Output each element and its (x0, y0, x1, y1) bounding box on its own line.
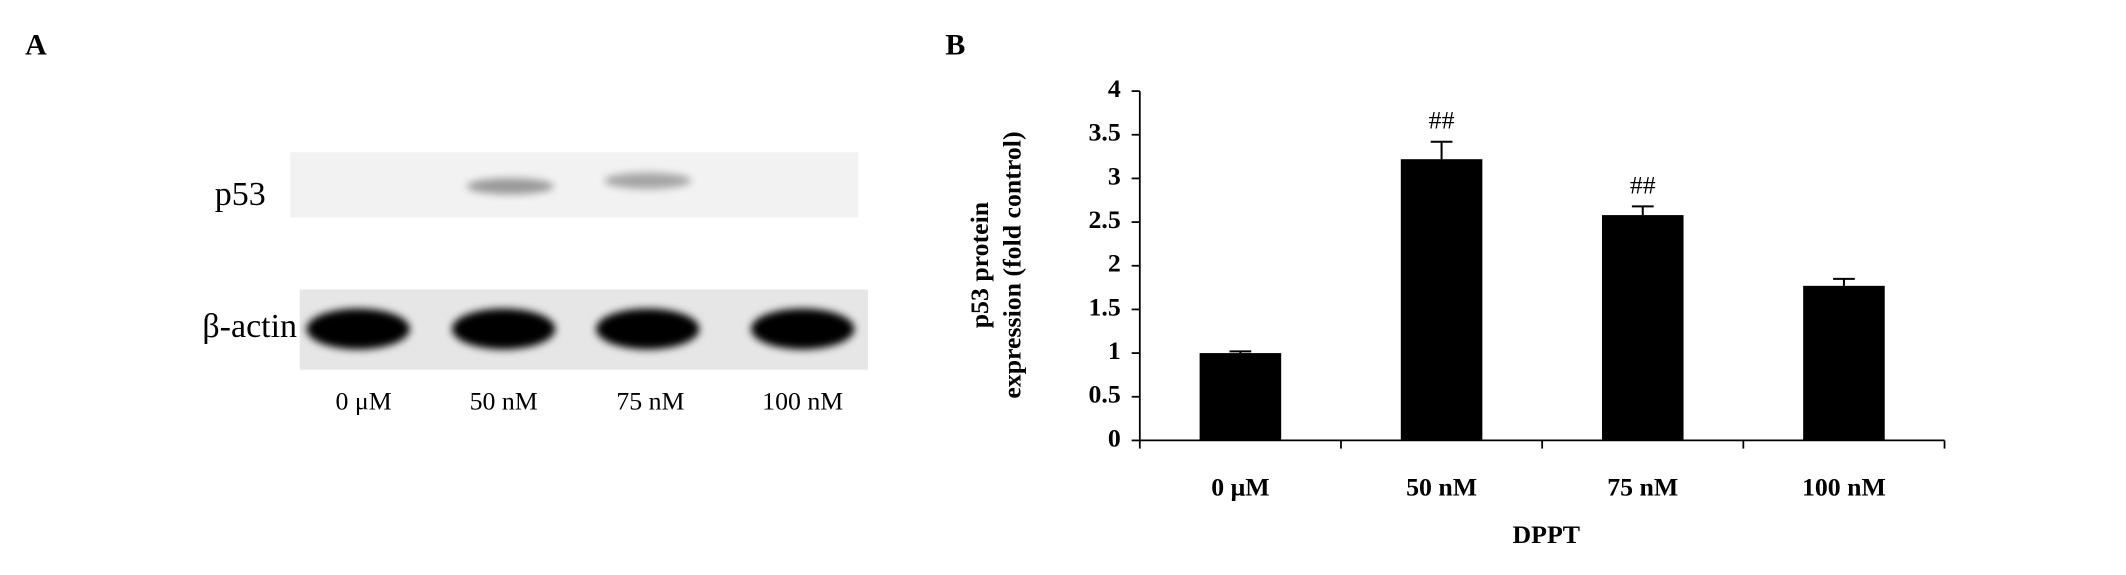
blot-strip (290, 152, 859, 218)
row-label: p53 (215, 176, 266, 213)
blot-band (451, 308, 556, 350)
lane-label: 50 nM (470, 387, 538, 416)
blot-band (306, 308, 410, 350)
y-tick-label: 2 (1108, 249, 1121, 278)
blot-band (596, 308, 700, 350)
blot-band (604, 172, 692, 189)
lane-label: 75 nM (616, 387, 684, 416)
annotation: ## (1429, 106, 1455, 135)
x-tick-label: 50 nM (1406, 472, 1477, 501)
lane-label: 100 nM (762, 387, 843, 416)
y-tick-label: 1.5 (1089, 292, 1121, 321)
lane-label: 0 μM (336, 387, 392, 416)
error-bar (1631, 205, 1654, 216)
x-axis-title: DPPT (1513, 520, 1580, 549)
bar (1199, 353, 1282, 441)
row-label: β-actin (202, 308, 297, 345)
y-tick-label: 3 (1108, 161, 1121, 190)
y-tick-label: 0.5 (1089, 380, 1121, 409)
x-tick-label: 100 nM (1802, 472, 1886, 501)
blot-band (751, 308, 855, 350)
panel-label: B (945, 28, 965, 61)
blot-band (466, 178, 554, 195)
panel-label: A (25, 28, 47, 61)
error-bar (1229, 350, 1252, 354)
error-bar (1430, 140, 1453, 160)
y-tick-label: 0 (1108, 423, 1121, 452)
error-bar (1833, 277, 1855, 286)
bar (1601, 215, 1684, 441)
bar (1803, 285, 1885, 441)
y-axis-title: expression (fold control) (998, 131, 1027, 398)
y-axis-title: p53 protein (965, 202, 994, 328)
x-tick-label: 0 μM (1211, 472, 1269, 501)
bar (1400, 159, 1483, 441)
annotation: ## (1630, 170, 1656, 199)
x-tick-label: 75 nM (1607, 472, 1678, 501)
y-tick-label: 3.5 (1089, 118, 1121, 147)
y-tick-label: 4 (1108, 74, 1121, 103)
y-tick-label: 2.5 (1089, 205, 1121, 234)
y-tick-label: 1 (1108, 336, 1121, 365)
